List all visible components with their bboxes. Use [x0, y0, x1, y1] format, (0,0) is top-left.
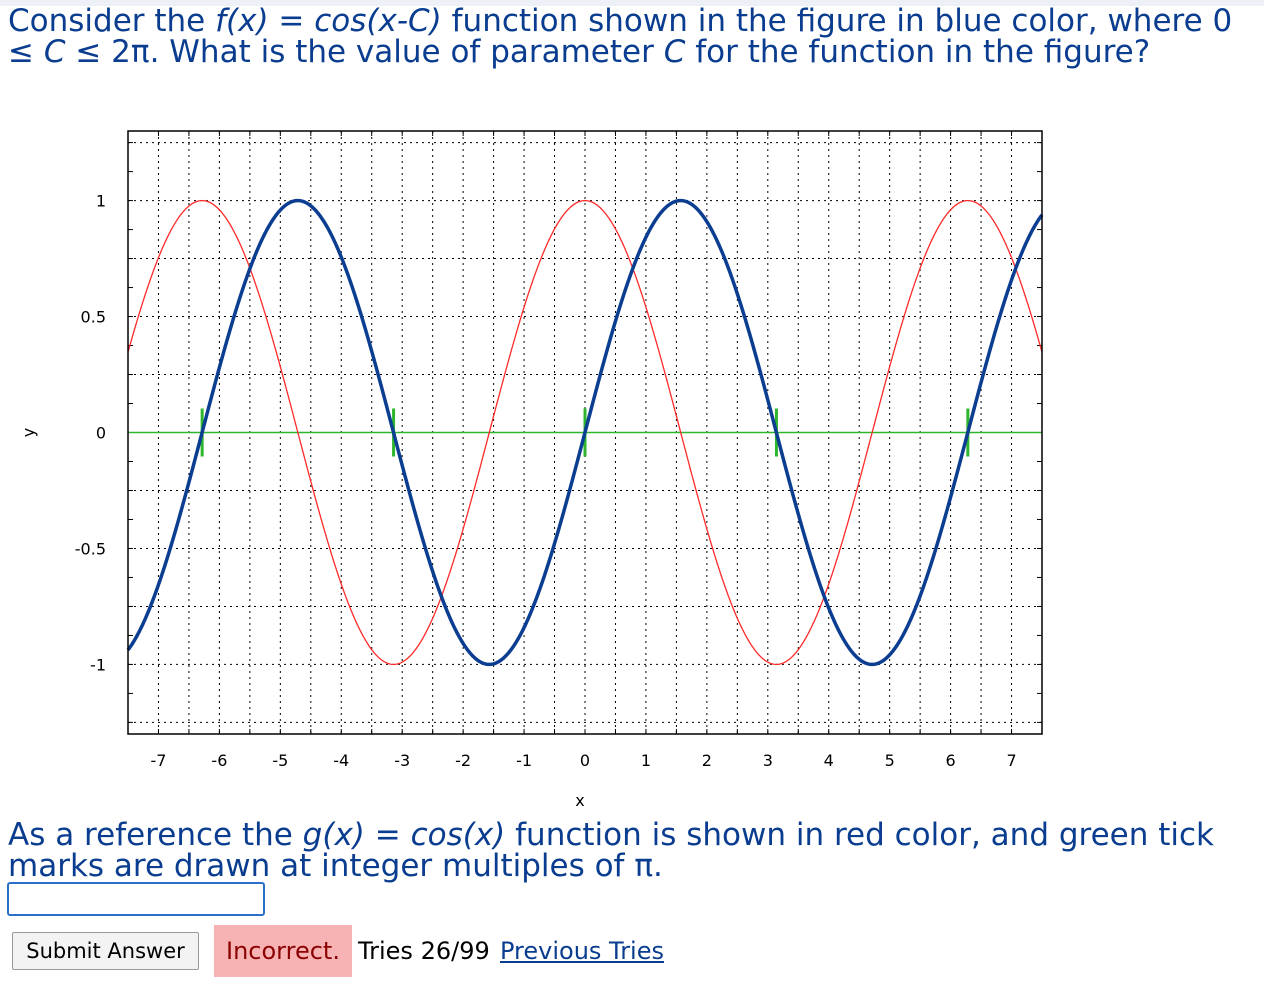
x-tick-label: -1	[516, 751, 532, 770]
x-tick-label: -6	[211, 751, 227, 770]
x-tick-label: 3	[763, 751, 773, 770]
previous-tries-link[interactable]: Previous Tries	[500, 937, 664, 965]
x-tick-label: 6	[946, 751, 956, 770]
x-tick-label: -4	[333, 751, 349, 770]
reference-text: As a reference the g(x) = cos(x) functio…	[8, 817, 1215, 884]
y-tick-label: -0.5	[75, 539, 106, 558]
x-tick-label: 1	[641, 751, 651, 770]
question-text: Consider the f(x) = cos(x-C) function sh…	[8, 3, 1233, 70]
x-tick-label: 4	[824, 751, 834, 770]
x-tick-label: 0	[580, 751, 590, 770]
function-plot: -7 -6 -5 -4 -3 -2 -1 0 1 2 3 4 5 6 7 -1 -0.5 0 0.5 1 x y	[19, 130, 1044, 810]
y-tick-label: 1	[96, 192, 106, 211]
answer-input[interactable]	[7, 882, 265, 916]
x-tick-label: -7	[150, 751, 166, 770]
tries-counter: Tries 26/99	[358, 937, 490, 965]
series-line-g-cos-x	[127, 199, 1043, 666]
status-badge: Incorrect.	[214, 925, 352, 977]
x-tick-label: -5	[272, 751, 288, 770]
x-tick-label: 5	[885, 751, 895, 770]
plot-frame	[127, 130, 1043, 735]
top-border	[0, 0, 1264, 6]
x-tick-label: -3	[394, 751, 410, 770]
y-tick-label: 0.5	[81, 308, 106, 327]
submit-answer-button[interactable]: Submit Answer	[12, 932, 199, 970]
x-axis-label: x	[575, 791, 584, 810]
x-tick-label: 7	[1006, 751, 1016, 770]
y-tick-label: 0	[96, 424, 106, 443]
x-tick-label: 2	[702, 751, 712, 770]
x-tick-label: -2	[455, 751, 471, 770]
series-line-f-cos-x-minus-c	[126, 198, 1044, 667]
y-axis-label: y	[19, 428, 38, 437]
y-tick-label: -1	[90, 655, 106, 674]
